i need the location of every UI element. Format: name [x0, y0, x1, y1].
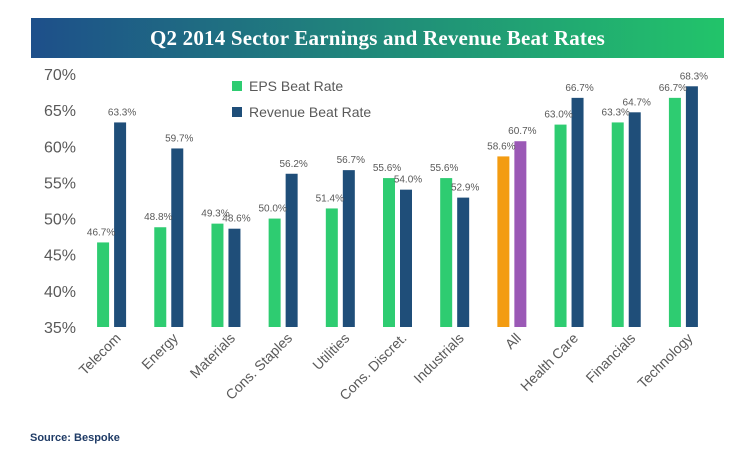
revenue-bar	[685, 86, 698, 327]
eps-bar	[611, 122, 624, 327]
y-tick-label: 45%	[44, 248, 76, 265]
legend-swatch-revenue	[232, 107, 242, 117]
eps-data-label: 46.7%	[87, 227, 115, 238]
eps-data-label: 51.4%	[316, 193, 344, 204]
revenue-data-label: 64.7%	[623, 97, 651, 108]
revenue-bar	[571, 97, 584, 328]
eps-data-label: 63.0%	[544, 110, 572, 121]
eps-bar	[211, 223, 224, 327]
eps-data-label: 63.3%	[602, 107, 630, 118]
y-tick-label: 60%	[44, 139, 76, 156]
y-tick-label: 70%	[44, 67, 76, 84]
revenue-data-label: 63.3%	[108, 107, 136, 118]
revenue-bar	[228, 228, 241, 327]
eps-bar	[440, 178, 453, 327]
eps-bar	[325, 208, 338, 327]
eps-data-label: 55.6%	[373, 163, 401, 174]
y-tick-label: 40%	[44, 284, 76, 301]
y-tick-label: 65%	[44, 103, 76, 120]
revenue-data-label: 52.9%	[451, 183, 479, 194]
revenue-bar	[400, 189, 412, 327]
legend-label-revenue: Revenue Beat Rate	[249, 104, 371, 120]
eps-data-label: 58.6%	[487, 141, 515, 152]
revenue-bar	[514, 141, 527, 327]
chart-title: Q2 2014 Sector Earnings and Revenue Beat…	[149, 25, 606, 50]
eps-bar	[497, 156, 510, 327]
revenue-bar	[457, 197, 470, 327]
eps-data-label: 48.8%	[144, 212, 172, 223]
eps-bar	[268, 218, 281, 327]
x-tick-label: Energy	[138, 330, 181, 373]
eps-bar	[383, 178, 395, 327]
source-note: Source: Bespoke	[30, 432, 120, 444]
revenue-bar	[285, 173, 298, 327]
eps-bar	[668, 97, 681, 328]
revenue-data-label: 66.7%	[565, 83, 593, 94]
eps-bar	[154, 227, 167, 327]
revenue-data-label: 56.2%	[279, 159, 307, 170]
x-tick-label: Financials	[582, 330, 638, 386]
revenue-data-label: 59.7%	[165, 133, 193, 144]
banner-background	[31, 18, 724, 58]
revenue-bar	[171, 148, 184, 327]
x-tick-label: Technology	[634, 330, 695, 391]
revenue-data-label: 60.7%	[508, 126, 536, 137]
revenue-data-label: 68.3%	[680, 71, 708, 82]
revenue-data-label: 56.7%	[337, 155, 365, 166]
y-tick-label: 35%	[44, 320, 76, 337]
x-tick-label: Industrials	[410, 330, 466, 386]
eps-data-label: 49.3%	[201, 209, 229, 220]
x-tick-label: Materials	[187, 330, 238, 381]
y-tick-label: 55%	[44, 175, 76, 192]
title-banner: Q2 2014 Sector Earnings and Revenue Beat…	[31, 18, 724, 58]
eps-bar	[97, 242, 110, 327]
eps-bar	[554, 124, 567, 327]
legend-label-eps: EPS Beat Rate	[249, 78, 343, 94]
revenue-bar	[114, 122, 127, 327]
x-tick-label: Telecom	[76, 330, 124, 378]
revenue-bar	[628, 112, 641, 327]
x-tick-label: Health Care	[517, 330, 581, 394]
revenue-data-label: 48.6%	[222, 214, 250, 225]
revenue-bar	[342, 170, 355, 327]
x-tick-label: Utilities	[309, 330, 352, 373]
eps-data-label: 66.7%	[659, 83, 687, 94]
x-tick-label: All	[502, 330, 524, 352]
y-tick-label: 50%	[44, 212, 76, 229]
revenue-data-label: 54.0%	[394, 175, 422, 186]
eps-data-label: 50.0%	[258, 204, 286, 215]
legend-swatch-eps	[232, 81, 242, 91]
eps-data-label: 55.6%	[430, 163, 458, 174]
